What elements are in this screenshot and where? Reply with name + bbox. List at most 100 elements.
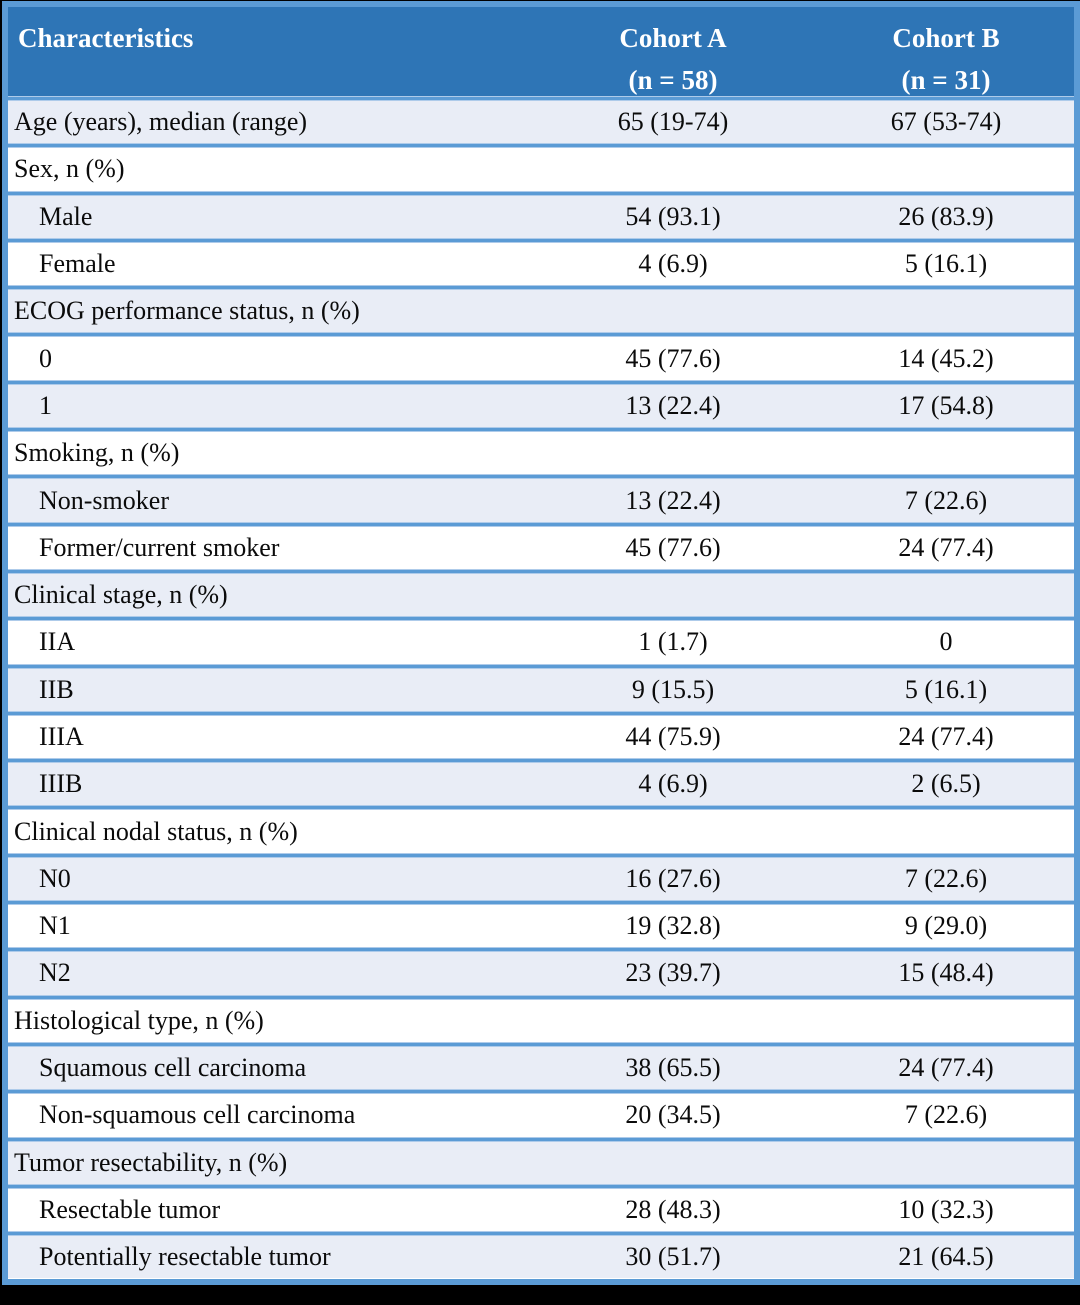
row-separator xyxy=(8,1183,1074,1189)
cohort-b-value: 7 (22.6) xyxy=(904,485,988,515)
row-separator xyxy=(8,710,1074,716)
cohort-a-value: 23 (39.7) xyxy=(625,958,721,988)
row-separator xyxy=(8,1041,1074,1047)
row-separator xyxy=(8,521,1074,527)
cohort-b-value: 17 (54.8) xyxy=(898,390,994,420)
row-label: Potentially resectable tumor xyxy=(39,1242,331,1272)
row-separator xyxy=(8,805,1074,811)
row-label: Smoking, n (%) xyxy=(14,438,180,468)
table-row: Potentially resectable tumor 30 (51.7) 2… xyxy=(8,1236,1074,1279)
row-label: N2 xyxy=(39,958,71,988)
row-label: Female xyxy=(39,249,116,279)
table-header-row: Characteristics Cohort A (n = 58) Cohort… xyxy=(8,7,1074,96)
row-separator xyxy=(8,285,1074,291)
table-row: N2 23 (39.7) 15 (48.4) xyxy=(8,952,1074,995)
row-separator xyxy=(8,1089,1074,1095)
row-label: Non-smoker xyxy=(39,485,169,515)
row-separator xyxy=(8,474,1074,480)
cohort-a-value: 38 (65.5) xyxy=(625,1053,721,1083)
table-row: IIIA 44 (75.9) 24 (77.4) xyxy=(8,715,1074,759)
row-separator xyxy=(8,332,1074,338)
row-separator xyxy=(8,143,1074,149)
row-label: N1 xyxy=(39,911,71,941)
cohort-b-value: 24 (77.4) xyxy=(898,1053,994,1083)
row-label: 0 xyxy=(39,343,52,373)
column-header-cohort-a: Cohort A (n = 58) xyxy=(528,7,818,96)
cohort-b-value: 7 (22.6) xyxy=(904,1100,988,1130)
row-separator xyxy=(8,758,1074,764)
table-row: Female 4 (6.9) 5 (16.1) xyxy=(8,242,1074,286)
table-row: N0 16 (27.6) 7 (22.6) xyxy=(8,857,1074,901)
row-label: IIB xyxy=(39,674,74,704)
cohort-a-value: 1 (1.7) xyxy=(638,627,708,657)
table-row: 0 45 (77.6) 14 (45.2) xyxy=(8,337,1074,380)
cohort-b-value: 5 (16.1) xyxy=(904,674,988,704)
cohort-a-value: 45 (77.6) xyxy=(625,532,721,562)
table-row: N1 19 (32.8) 9 (29.0) xyxy=(8,905,1074,948)
row-label: Non-squamous cell carcinoma xyxy=(39,1100,356,1130)
cohort-a-value: 54 (93.1) xyxy=(625,201,721,231)
table-row: Clinical stage, n (%) xyxy=(8,573,1074,617)
cohort-b-n: (n = 31) xyxy=(901,65,991,95)
cohort-a-name: Cohort A xyxy=(619,23,727,53)
table-row: Tumor resectability, n (%) xyxy=(8,1141,1074,1184)
table-row: Male 54 (93.1) 26 (83.9) xyxy=(8,195,1074,238)
row-label: Clinical nodal status, n (%) xyxy=(14,816,298,846)
cohort-b-value: 5 (16.1) xyxy=(904,249,988,279)
row-separator xyxy=(8,947,1074,953)
row-separator xyxy=(8,568,1074,574)
table-row: Non-squamous cell carcinoma 20 (34.5) 7 … xyxy=(8,1094,1074,1137)
cohort-a-value: 4 (6.9) xyxy=(638,249,708,279)
table-row: Non-smoker 13 (22.4) 7 (22.6) xyxy=(8,479,1074,522)
table-body: Age (years), median (range) 65 (19-74) 6… xyxy=(8,96,1074,1279)
cohort-a-value: 45 (77.6) xyxy=(625,343,721,373)
table-row: IIA 1 (1.7) 0 xyxy=(8,621,1074,664)
cohort-a-value: 44 (75.9) xyxy=(625,722,721,751)
cohort-b-value: 21 (64.5) xyxy=(898,1242,994,1272)
row-label: IIIB xyxy=(39,769,83,799)
row-separator xyxy=(8,1231,1074,1237)
row-label: Sex, n (%) xyxy=(14,154,125,184)
row-label: IIIA xyxy=(39,722,84,751)
cohort-a-value: 65 (19-74) xyxy=(617,107,729,137)
row-separator xyxy=(8,190,1074,196)
table-row: Clinical nodal status, n (%) xyxy=(8,810,1074,853)
row-separator xyxy=(8,852,1074,858)
table-row: Histological type, n (%) xyxy=(8,999,1074,1042)
row-separator xyxy=(8,663,1074,669)
row-separator xyxy=(8,900,1074,906)
cohort-a-value: 30 (51.7) xyxy=(625,1242,721,1272)
row-label: N0 xyxy=(39,863,71,893)
cohort-a-n: (n = 58) xyxy=(628,65,718,95)
table-row: 1 13 (22.4) 17 (54.8) xyxy=(8,384,1074,428)
cohort-b-value: 2 (6.5) xyxy=(911,769,981,799)
row-label: Tumor resectability, n (%) xyxy=(14,1147,288,1177)
cohort-a-value: 16 (27.6) xyxy=(625,863,721,893)
column-header-characteristics: Characteristics xyxy=(18,23,194,53)
row-label: 1 xyxy=(39,390,52,420)
table-row: ECOG performance status, n (%) xyxy=(8,290,1074,333)
row-label: Clinical stage, n (%) xyxy=(14,580,228,610)
cohort-b-value: 14 (45.2) xyxy=(898,343,994,373)
table-row: Sex, n (%) xyxy=(8,148,1074,191)
cohort-a-value: 4 (6.9) xyxy=(638,769,708,799)
cohort-a-value: 28 (48.3) xyxy=(625,1194,721,1224)
cohort-b-value: 9 (29.0) xyxy=(904,911,988,941)
row-label: Age (years), median (range) xyxy=(14,107,308,137)
cohort-b-value: 15 (48.4) xyxy=(898,958,994,988)
row-separator xyxy=(8,616,1074,622)
row-label: Male xyxy=(39,201,93,231)
table-row: Resectable tumor 28 (48.3) 10 (32.3) xyxy=(8,1188,1074,1232)
cohort-b-value: 67 (53-74) xyxy=(890,107,1002,137)
cohort-a-value: 13 (22.4) xyxy=(625,390,721,420)
row-label: Resectable tumor xyxy=(39,1194,221,1224)
row-label: IIA xyxy=(39,627,76,657)
cohort-a-value: 13 (22.4) xyxy=(625,485,721,515)
table-row: Smoking, n (%) xyxy=(8,432,1074,475)
row-separator xyxy=(8,1136,1074,1142)
cohort-a-value: 9 (15.5) xyxy=(631,674,715,704)
cohort-b-value: 10 (32.3) xyxy=(898,1194,994,1224)
cohort-a-value: 19 (32.8) xyxy=(625,911,721,941)
cohort-b-name: Cohort B xyxy=(892,23,1000,53)
